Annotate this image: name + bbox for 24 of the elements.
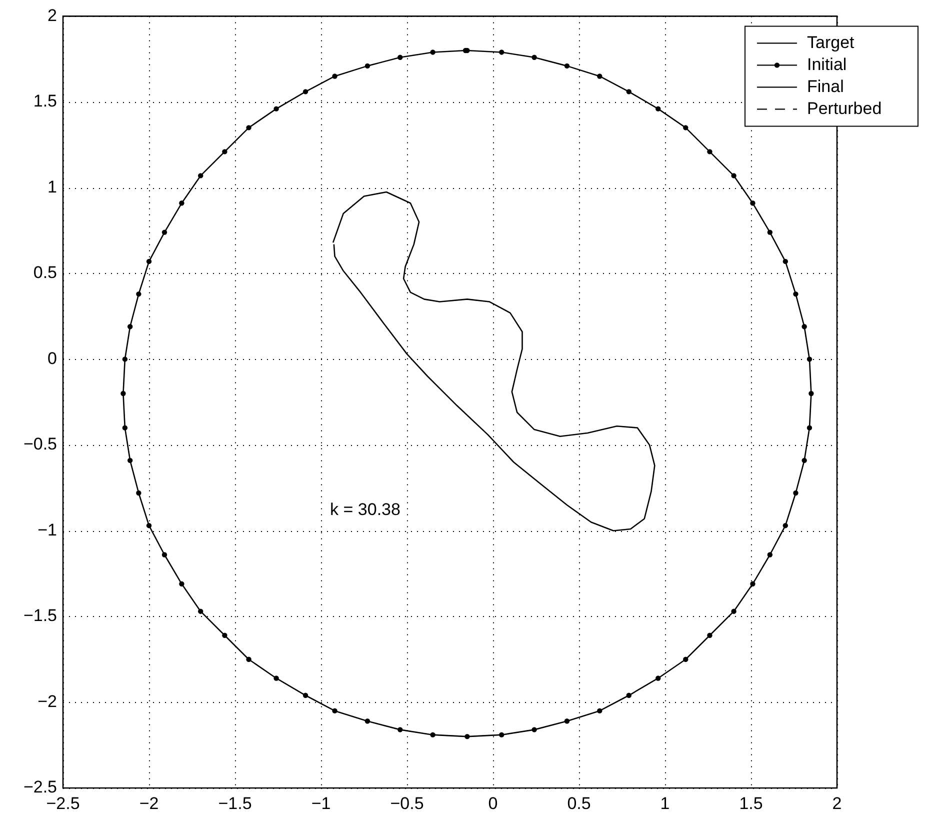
legend-label: Target [807,32,855,52]
y-tick-label: 1.5 [33,92,57,111]
x-tick-label: 1 [660,794,670,813]
x-tick-label: 1.5 [739,794,763,813]
y-tick-label: −1.5 [23,606,57,626]
legend-label: Perturbed [807,98,882,118]
y-tick-label: −0.5 [23,434,57,454]
x-tick-label: −0.5 [390,794,424,813]
y-tick-label: −1 [38,520,57,540]
legend-label: Final [807,76,844,96]
x-tick-label: 0 [488,794,498,813]
y-tick-label: −2.5 [23,778,57,797]
x-tick-label: −2 [139,794,159,813]
x-tick-label: 2 [832,794,842,813]
y-tick-label: 0.5 [33,263,57,282]
x-tick-label: −1 [311,794,331,813]
y-tick-label: −2 [38,692,57,711]
y-tick-label: 1 [48,177,57,196]
legend-label: Initial [807,54,847,74]
x-tick-label: −1.5 [218,794,252,813]
y-tick-label: 2 [48,6,57,25]
x-tick-label: 0.5 [567,794,591,813]
annotation: k = 30.38 [330,500,400,519]
y-tick-label: 0 [48,348,57,368]
